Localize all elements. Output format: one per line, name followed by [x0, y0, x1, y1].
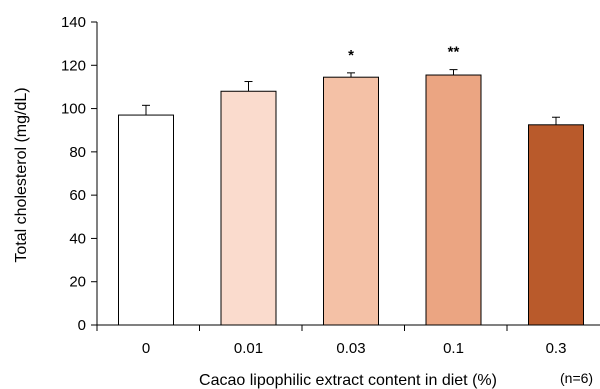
y-tick-label: 20 [69, 274, 86, 291]
y-tick-label: 0 [78, 317, 86, 334]
y-tick-label: 80 [69, 144, 86, 161]
significance-marker: * [348, 47, 354, 64]
y-tick-label: 140 [61, 14, 86, 31]
x-tick-label: 0.01 [234, 340, 263, 357]
x-tick-label: 0.03 [336, 340, 365, 357]
y-tick-label: 100 [61, 101, 86, 118]
x-tick-label: 0 [142, 340, 150, 357]
y-tick-label: 40 [69, 230, 86, 247]
sample-size-note: (n=6) [560, 370, 593, 386]
bar-0.01 [220, 90, 277, 326]
x-tick-label: 0.3 [546, 340, 567, 357]
x-tick-label: 0.1 [443, 340, 464, 357]
bar-0.1 [425, 74, 482, 326]
y-axis-title: Total cholesterol (mg/dL) [13, 87, 30, 262]
bar-0 [118, 114, 174, 326]
significance-marker: ** [448, 44, 460, 61]
bar-0.03 [323, 76, 379, 326]
y-tick-label: 60 [69, 187, 86, 204]
x-axis-title: Cacao lipophilic extract content in diet… [199, 372, 497, 389]
bar-0.3 [528, 124, 584, 326]
plot-area: 0 20 40 60 80 100 120 140 0 0.01 0.03 * 0.1 ** 0.3 [61, 14, 600, 357]
y-tick-label: 120 [61, 57, 86, 74]
